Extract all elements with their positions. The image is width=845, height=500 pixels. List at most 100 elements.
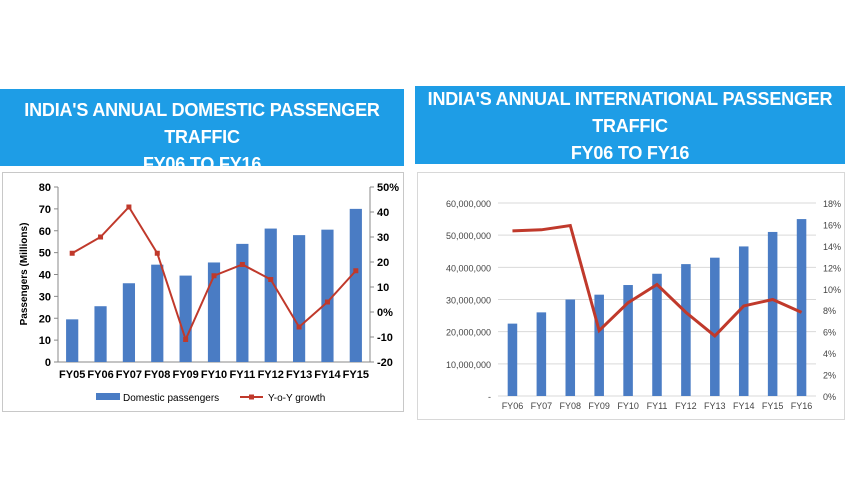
domestic-bar	[179, 275, 192, 362]
domestic-bar	[264, 228, 277, 362]
international-x-tick-label: FY06	[502, 401, 524, 411]
domestic-y2-tick-label: -10	[377, 332, 393, 344]
domestic-x-tick-label: FY14	[314, 369, 341, 381]
international-y2-tick-label: 14%	[823, 242, 841, 252]
international-y2-tick-label: 6%	[823, 328, 836, 338]
international-bar	[536, 312, 547, 396]
international-bar	[594, 294, 604, 396]
domestic-y2-tick-label: -20	[377, 357, 393, 369]
domestic-bar	[122, 283, 136, 362]
domestic-title-line1: INDIA'S ANNUAL DOMESTIC PASSENGER TRAFFI…	[24, 100, 380, 147]
domestic-y-tick-label: 70	[39, 204, 51, 216]
domestic-y2-tick-label: 30	[377, 232, 389, 244]
domestic-y2-tick-label: 20	[377, 257, 389, 269]
international-bar	[681, 264, 691, 396]
international-y2-tick-label: 2%	[823, 371, 836, 381]
international-bar	[767, 231, 778, 396]
domestic-y-tick-label: 10	[39, 335, 51, 347]
international-x-tick-label: FY13	[704, 401, 726, 411]
domestic-bar	[292, 235, 306, 362]
domestic-x-tick-label: FY15	[343, 369, 369, 381]
domestic-y-tick-label: 30	[39, 291, 51, 303]
domestic-growth-point	[268, 277, 274, 282]
international-y2-tick-label: 8%	[823, 306, 836, 316]
international-title-line2: FY06 TO FY16	[570, 143, 690, 163]
domestic-chart: 0 10 20 30 40 50 60 70 80 -20 -10 0% 10 20 30 40 50% FY05…	[19, 182, 399, 404]
international-y2-tick-label: 10%	[823, 285, 841, 295]
domestic-y2-tick-label: 0%	[377, 307, 393, 319]
international-y-tick-label: 20,000,000	[446, 328, 491, 338]
domestic-y-tick-label: 60	[39, 226, 51, 238]
domestic-growth-point	[353, 268, 359, 274]
international-x-tick-label: FY09	[588, 401, 610, 411]
domestic-growth-point	[183, 337, 189, 342]
international-y2-tick-label: 16%	[823, 220, 841, 230]
international-x-tick-label: FY11	[647, 401, 668, 411]
international-x-tick-label: FY10	[617, 401, 639, 411]
domestic-bar	[321, 229, 334, 362]
international-bar	[623, 285, 633, 396]
domestic-y2-tick-label: 10	[377, 282, 389, 294]
domestic-y-tick-label: 80	[39, 182, 51, 194]
international-y2-tick-label: 18%	[823, 199, 841, 209]
international-y-tick-label: 50,000,000	[446, 231, 491, 241]
legend-domestic-label: Domestic passengers	[123, 393, 219, 404]
international-y-tick-label: 30,000,000	[446, 296, 491, 306]
domestic-y-tick-label: 50	[39, 248, 51, 260]
domestic-growth-point	[69, 250, 75, 256]
international-y2-tick-label: 0%	[823, 392, 836, 402]
international-bar	[565, 299, 576, 396]
international-chart: - 10,000,000 20,000,000 30,000,000 40,000,00…	[446, 199, 841, 411]
domestic-x-tick-label: FY09	[172, 369, 198, 381]
domestic-growth-point	[126, 204, 132, 210]
domestic-chart-frame: 0 10 20 30 40 50 60 70 80 -20 -10 0% 10 20 30 40 50% FY05…	[2, 172, 404, 412]
domestic-growth-point	[98, 234, 104, 240]
domestic-x-tick-label: FY11	[230, 369, 256, 381]
domestic-y-tick-label: 20	[39, 313, 51, 325]
domestic-growth-point	[324, 299, 330, 305]
domestic-bar	[207, 262, 221, 362]
domestic-x-tick-label: FY08	[144, 369, 170, 381]
international-y-tick-label: -	[488, 392, 491, 402]
international-bar	[652, 273, 662, 396]
domestic-growth-point	[239, 262, 245, 267]
domestic-x-tick-label: FY07	[116, 369, 142, 381]
domestic-x-tick-label: FY05	[59, 369, 85, 381]
legend-line-marker	[249, 394, 254, 400]
domestic-x-tick-label: FY10	[201, 369, 227, 381]
domestic-y-tick-label: 40	[39, 270, 51, 282]
international-x-tick-label: FY08	[560, 401, 582, 411]
domestic-x-tick-label: FY13	[286, 369, 312, 381]
international-bar	[507, 323, 518, 396]
domestic-x-tick-label: FY06	[87, 369, 113, 381]
domestic-bar	[66, 319, 79, 362]
international-y-tick-label: 10,000,000	[446, 360, 491, 370]
domestic-bar	[349, 208, 362, 362]
international-bar	[710, 257, 720, 396]
international-x-tick-label: FY12	[675, 401, 697, 411]
domestic-y2-tick-label: 50%	[377, 182, 399, 194]
legend-growth-label: Y-o-Y growth	[268, 393, 325, 404]
domestic-title-line2: FY06 TO FY16	[142, 154, 262, 174]
domestic-growth-point	[296, 324, 302, 330]
international-y2-tick-label: 12%	[823, 263, 841, 273]
international-y-tick-label: 40,000,000	[446, 263, 491, 273]
international-x-tick-label: FY16	[791, 401, 813, 411]
domestic-growth-point	[154, 250, 160, 256]
domestic-y-axis-label: Passengers (Millions)	[19, 223, 30, 326]
domestic-bar	[236, 243, 249, 362]
international-x-tick-label: FY14	[733, 401, 755, 411]
international-bar	[738, 246, 749, 396]
international-chart-frame: - 10,000,000 20,000,000 30,000,000 40,000,00…	[417, 172, 845, 420]
international-y2-tick-label: 4%	[823, 349, 836, 359]
international-x-tick-label: FY15	[762, 401, 784, 411]
international-growth-line	[512, 223, 803, 338]
domestic-bar	[151, 264, 164, 362]
international-bar	[796, 219, 807, 396]
domestic-growth-point	[211, 273, 217, 279]
international-chart-title: INDIA'S ANNUAL INTERNATIONAL PASSENGER T…	[415, 86, 845, 164]
international-title-line1: INDIA'S ANNUAL INTERNATIONAL PASSENGER T…	[427, 89, 833, 136]
domestic-y2-tick-label: 40	[377, 207, 389, 219]
international-y-tick-label: 60,000,000	[446, 199, 491, 209]
domestic-x-tick-label: FY12	[258, 369, 284, 381]
